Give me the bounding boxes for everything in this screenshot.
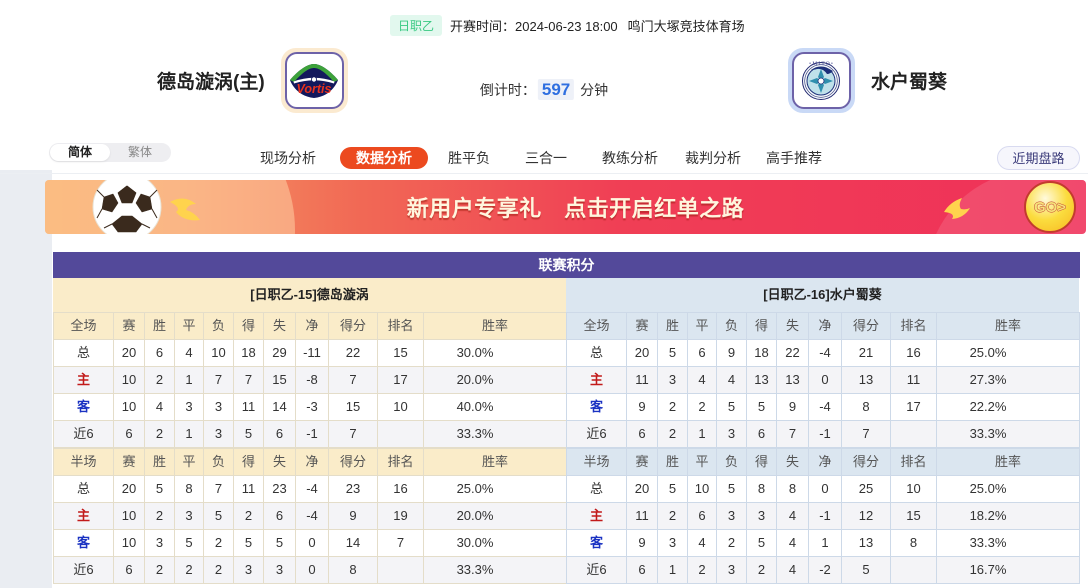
svg-text:• M I T O •: • M I T O •	[810, 61, 834, 67]
svg-text:Vortis: Vortis	[297, 82, 332, 96]
